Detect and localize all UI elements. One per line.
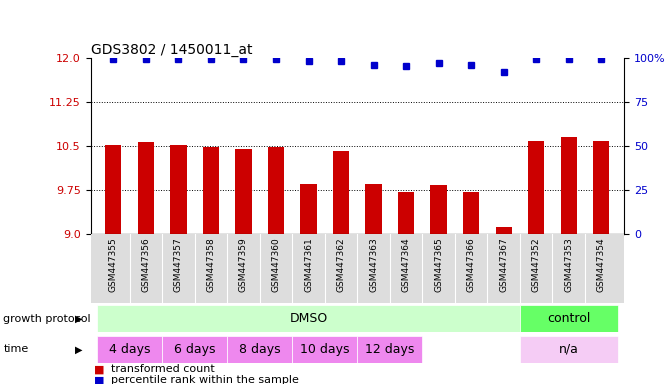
Bar [463, 192, 479, 234]
Text: ■: ■ [94, 375, 105, 384]
Text: GSM447361: GSM447361 [304, 238, 313, 293]
Bar [203, 147, 219, 234]
Text: GSM447360: GSM447360 [272, 238, 280, 293]
Text: n/a: n/a [559, 343, 578, 356]
Text: 10 days: 10 days [300, 343, 350, 356]
Text: 8 days: 8 days [239, 343, 280, 356]
Bar [97, 336, 162, 363]
Text: 6 days: 6 days [174, 343, 215, 356]
Text: GSM447357: GSM447357 [174, 238, 183, 293]
Bar [528, 141, 544, 234]
Text: DMSO: DMSO [289, 312, 327, 325]
Bar [293, 336, 357, 363]
Bar [333, 151, 349, 234]
Bar [357, 336, 422, 363]
Bar [236, 149, 252, 234]
Text: GSM447355: GSM447355 [109, 238, 118, 293]
Text: GSM447354: GSM447354 [597, 238, 606, 292]
Bar [97, 305, 520, 332]
Bar [520, 336, 617, 363]
Bar [227, 336, 293, 363]
Text: GSM447353: GSM447353 [564, 238, 573, 293]
Bar [496, 227, 512, 234]
Bar [520, 305, 617, 332]
Bar [593, 141, 609, 234]
Text: percentile rank within the sample: percentile rank within the sample [111, 375, 299, 384]
Bar [560, 137, 577, 234]
Text: GSM447356: GSM447356 [142, 238, 150, 293]
Text: GSM447362: GSM447362 [337, 238, 346, 292]
Bar [366, 184, 382, 234]
Bar [398, 192, 414, 234]
Text: ▶: ▶ [74, 314, 83, 324]
Text: 4 days: 4 days [109, 343, 150, 356]
Text: GSM447367: GSM447367 [499, 238, 508, 293]
Text: transformed count: transformed count [111, 364, 215, 374]
Bar [138, 142, 154, 234]
Text: GSM447359: GSM447359 [239, 238, 248, 293]
Bar [170, 145, 187, 234]
Bar [268, 147, 284, 234]
Text: ■: ■ [94, 364, 105, 374]
Bar [431, 185, 447, 234]
Text: GDS3802 / 1450011_at: GDS3802 / 1450011_at [91, 43, 252, 56]
Text: GSM447352: GSM447352 [531, 238, 541, 292]
Bar [162, 336, 227, 363]
Text: GSM447366: GSM447366 [466, 238, 476, 293]
Text: time: time [3, 344, 29, 354]
Text: GSM447363: GSM447363 [369, 238, 378, 293]
Text: ▶: ▶ [74, 344, 83, 354]
Text: control: control [547, 312, 590, 325]
Text: growth protocol: growth protocol [3, 314, 91, 324]
Text: GSM447364: GSM447364 [402, 238, 411, 292]
Bar [301, 184, 317, 234]
Text: 12 days: 12 days [365, 343, 415, 356]
Text: GSM447365: GSM447365 [434, 238, 443, 293]
Bar [105, 145, 121, 234]
Text: GSM447358: GSM447358 [207, 238, 215, 293]
